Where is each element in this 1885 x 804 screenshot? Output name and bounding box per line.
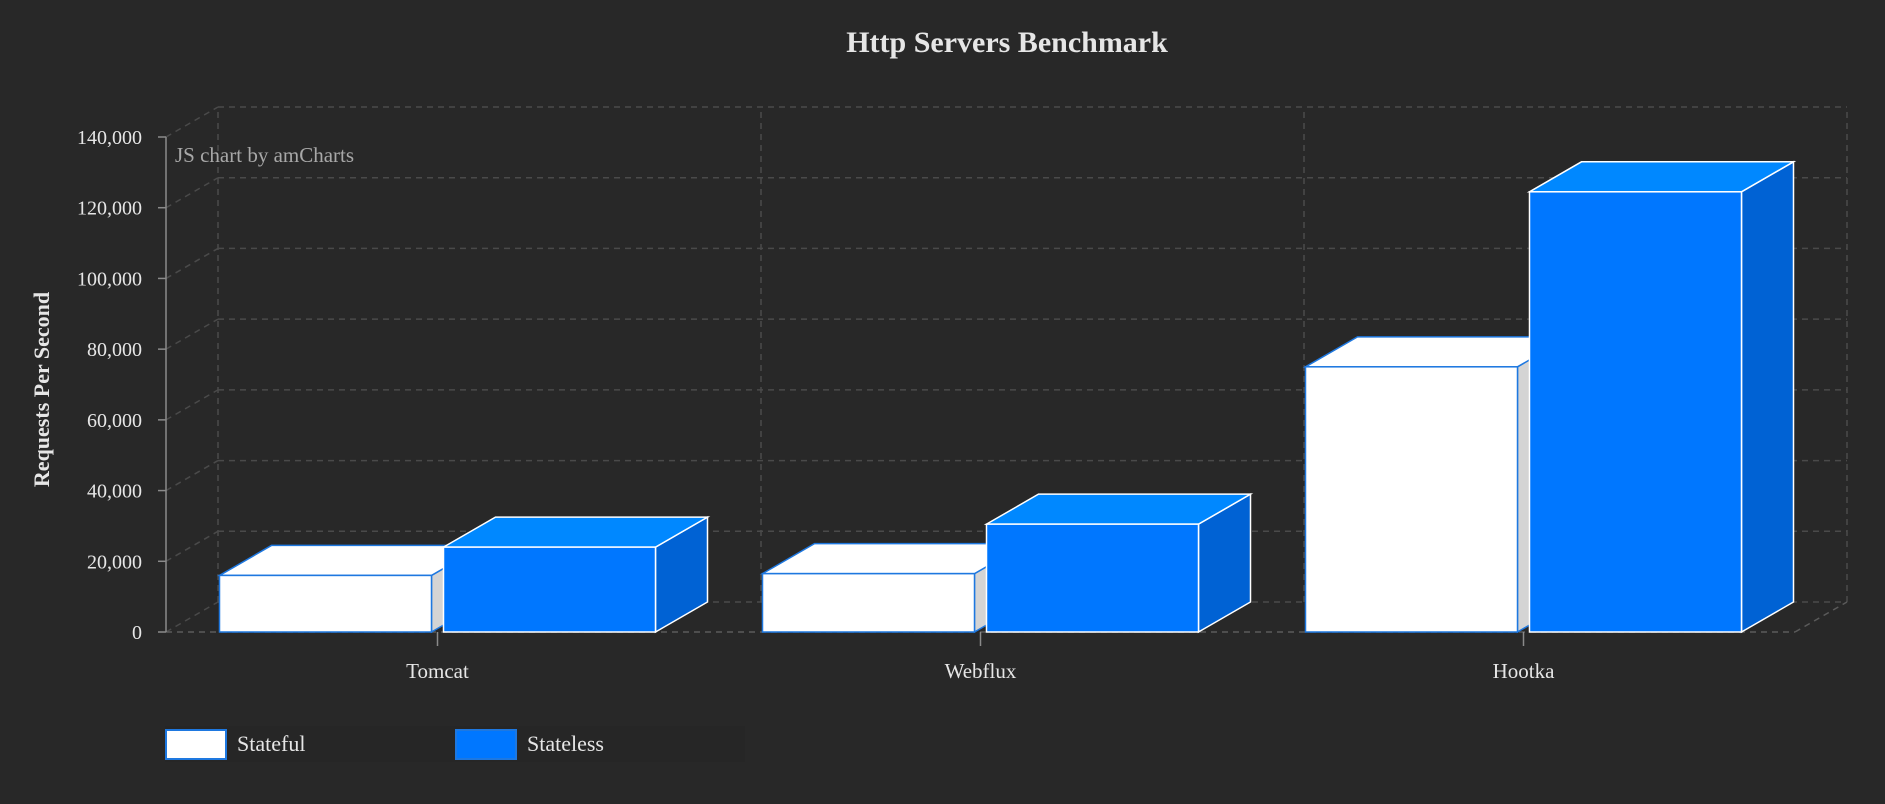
bar-front [1304,366,1519,633]
bar-stateful-webflux [759,542,1030,634]
bar-stateless-hootka [1526,160,1797,634]
y-tick-label: 120,000 [77,198,142,220]
gridline-diagonal [165,601,219,633]
legend-swatch-stateless [455,728,517,760]
gridline-diagonal [165,459,219,492]
y-tick-label: 20,000 [87,551,142,573]
x-tick-label: Hootka [1493,659,1556,683]
floor-right-edge [1794,601,1848,633]
gridline-diagonal [165,318,219,350]
bar-front [442,546,657,633]
y-tick-label: 80,000 [87,339,142,361]
legend-label-stateful: Stateful [237,731,306,756]
chart-title: Http Servers Benchmark [846,26,1168,59]
x-tick-label: Webflux [945,659,1017,683]
y-tick-label: 140,000 [77,127,142,149]
y-tick-label: 40,000 [87,481,142,503]
x-tick-label: Tomcat [406,659,469,683]
y-axis-title: Requests Per Second [29,292,54,487]
amcharts-credit-link[interactable]: JS chart by amCharts [175,143,355,167]
legend-item-stateless[interactable]: Stateless [455,726,745,762]
legend: Stateful Stateless [165,726,745,762]
gridline-diagonal [165,389,219,421]
bar-side [1740,160,1795,634]
gridline-diagonal [165,177,219,209]
legend-label-stateless: Stateless [527,731,604,756]
gridline-diagonal [165,530,219,562]
y-tick-label: 60,000 [87,410,142,432]
bar-front [218,574,433,633]
legend-item-stateful[interactable]: Stateful [165,726,455,762]
y-tick-label: 0 [132,622,142,644]
bar-front [761,572,976,633]
bar-stateful-tomcat [216,544,487,634]
bar-stateless-webflux [983,492,1254,634]
gridline-diagonal [165,106,219,138]
legend-swatch-stateful [165,728,227,760]
bar-front [985,523,1200,633]
bar-front [1528,191,1743,633]
gridline-diagonal [165,247,219,280]
bar-stateless-tomcat [440,515,711,634]
y-tick-label: 100,000 [77,268,142,290]
